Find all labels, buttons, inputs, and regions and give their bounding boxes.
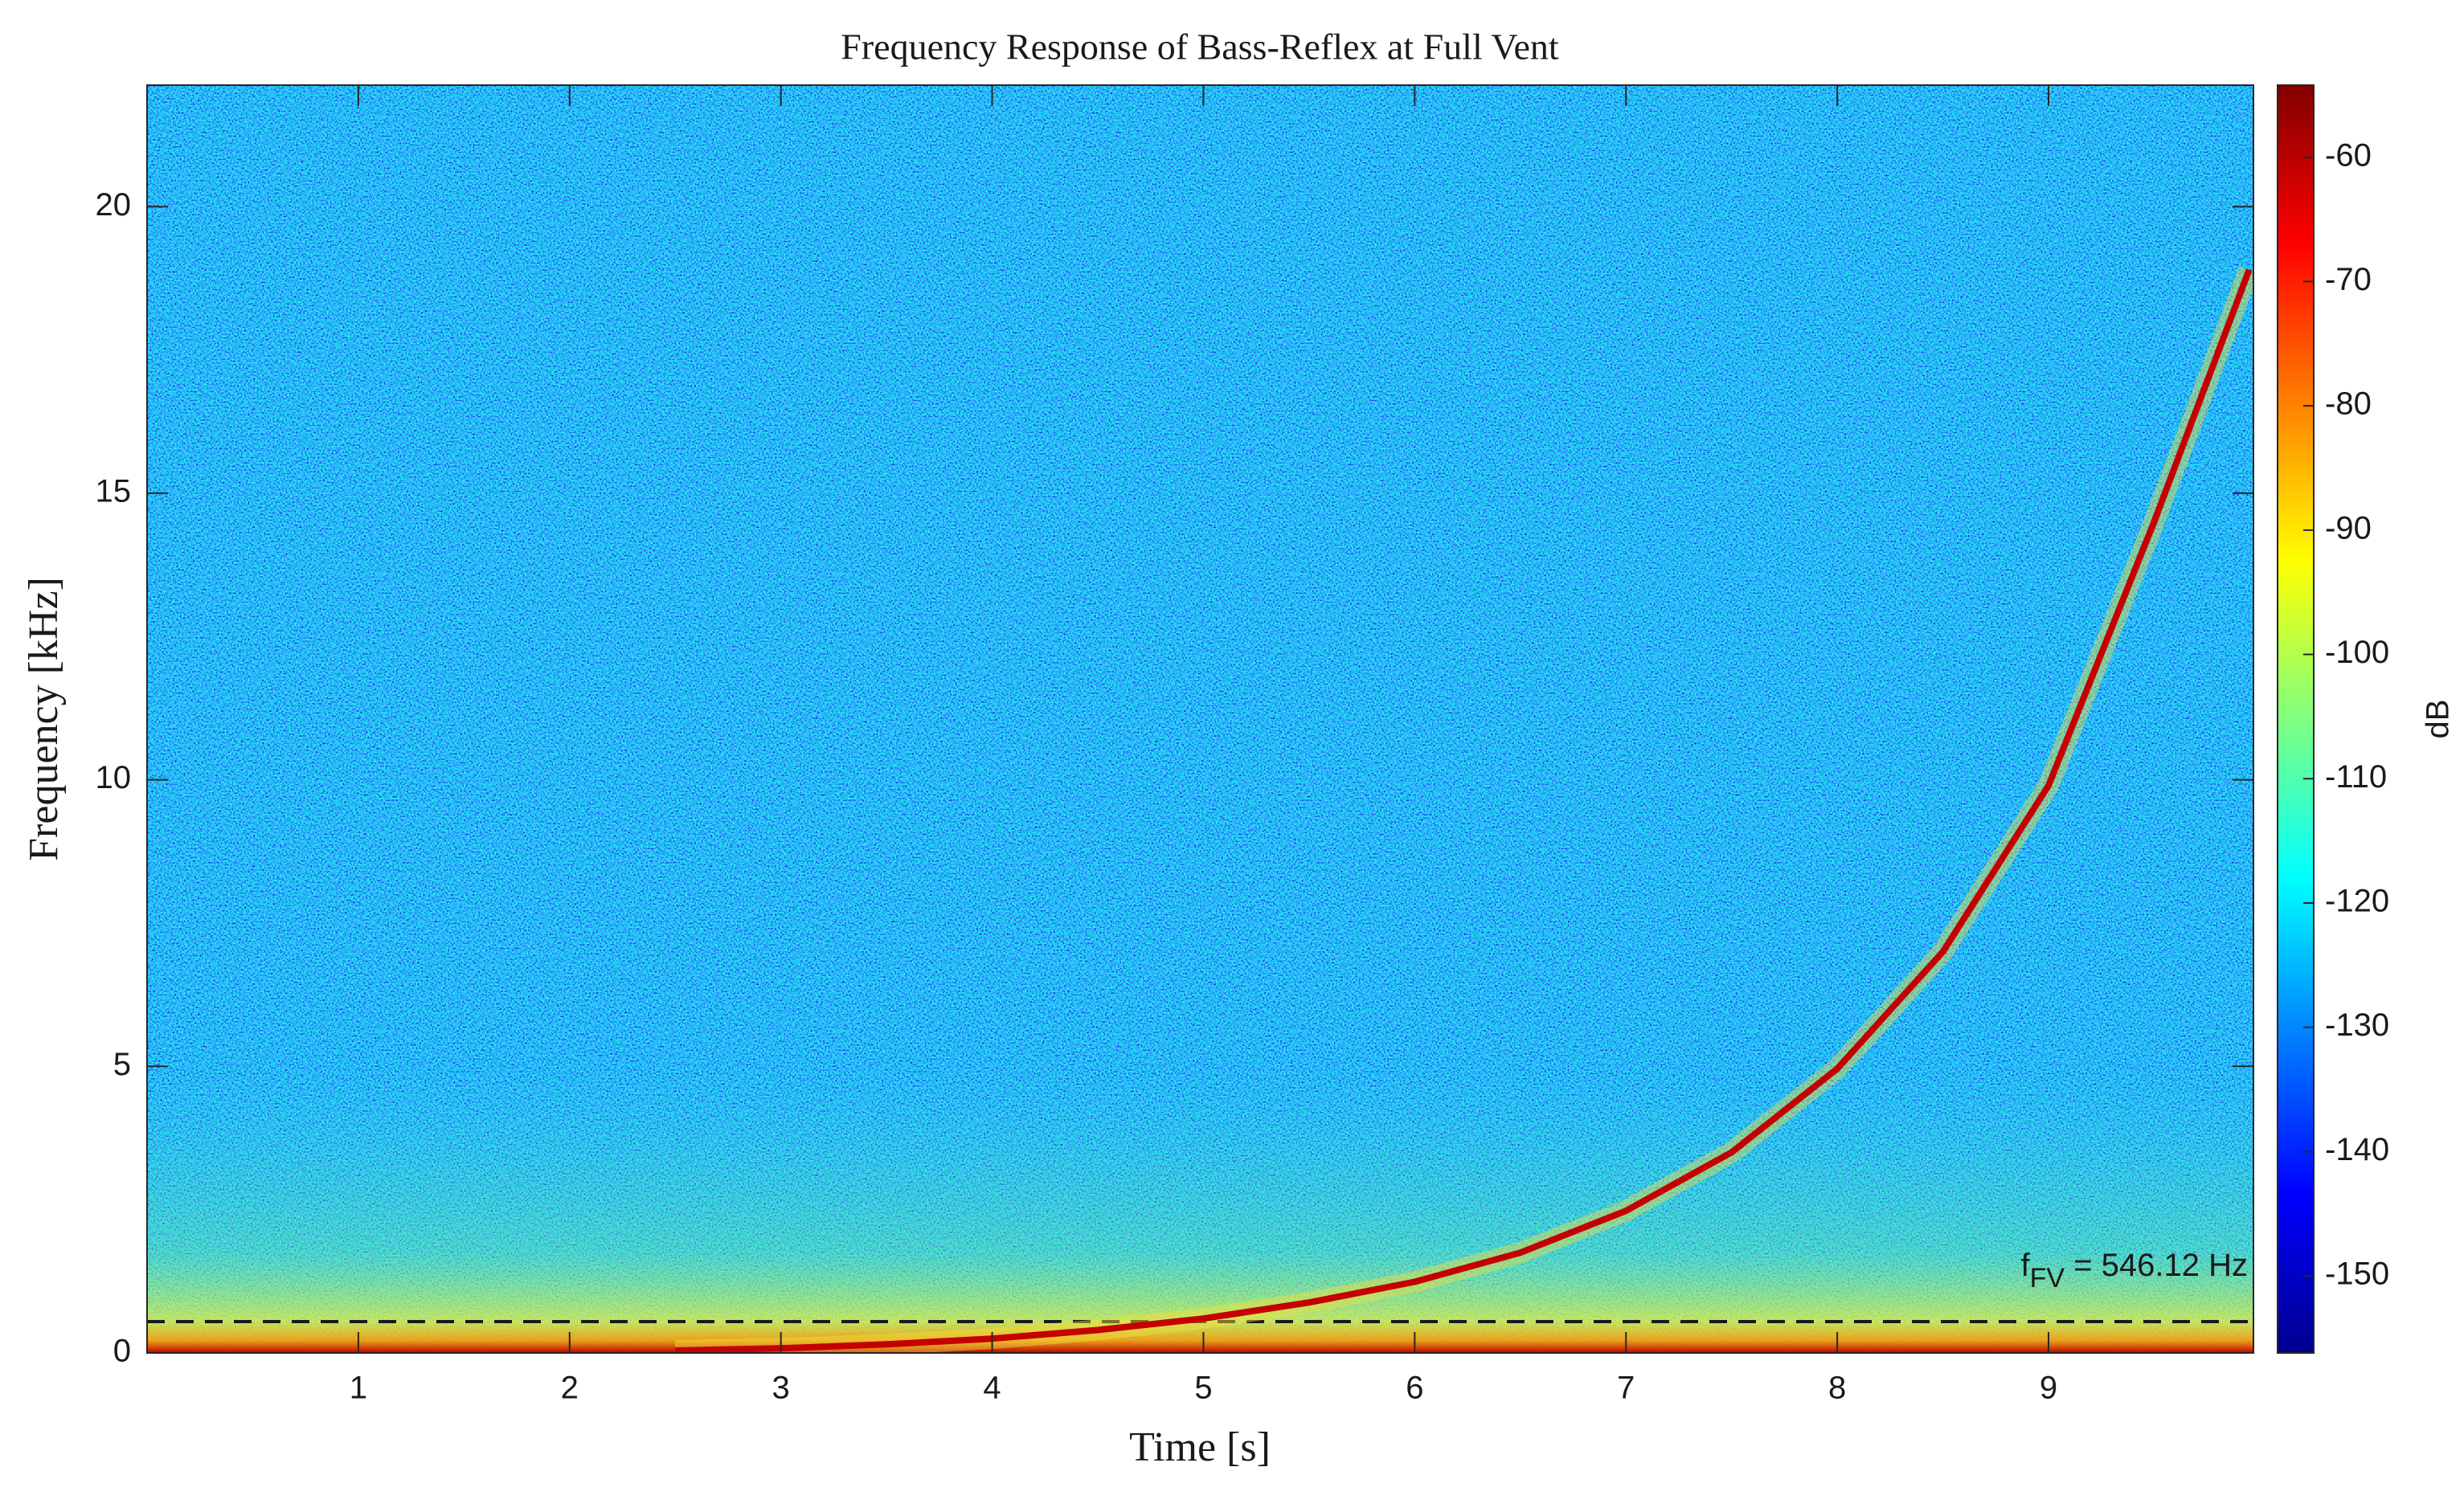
- colorbar-tick-label: -150: [2325, 1257, 2389, 1292]
- x-tick-label: 4: [983, 1371, 1001, 1406]
- colorbar-tick-label: -130: [2325, 1007, 2389, 1043]
- chart-title: Frequency Response of Bass-Reflex at Ful…: [841, 27, 1559, 67]
- spectrogram-background: [147, 85, 2253, 1353]
- colorbar-tick-label: -80: [2325, 386, 2372, 422]
- colorbar-tick-label: -110: [2325, 759, 2387, 795]
- colorbar: [2277, 84, 2315, 1354]
- colorbar-tick-label: -140: [2325, 1132, 2389, 1167]
- x-tick-label: 8: [1828, 1371, 1846, 1406]
- colorbar-tick-label: -120: [2325, 884, 2389, 919]
- colorbar-tick-label: -100: [2325, 635, 2389, 670]
- x-tick-label: 2: [561, 1371, 579, 1406]
- plot-frame: [146, 84, 2254, 1354]
- x-tick-label: 3: [772, 1371, 790, 1406]
- y-tick-label: 10: [96, 760, 132, 795]
- reference-label-sub: FV: [2030, 1263, 2065, 1293]
- x-tick-label: 5: [1194, 1371, 1212, 1406]
- x-tick-label: 6: [1406, 1371, 1423, 1406]
- y-tick-label: 20: [96, 187, 132, 223]
- y-tick-label: 0: [113, 1334, 131, 1369]
- reference-label: fFV = 546.12 Hz: [2020, 1248, 2248, 1293]
- plot-layer: [147, 266, 2253, 1353]
- reference-label-main: f: [2020, 1248, 2030, 1283]
- x-tick-label: 7: [1617, 1371, 1635, 1406]
- x-tick-label: 9: [2040, 1371, 2057, 1406]
- y-axis-label: Frequency [kHz]: [21, 577, 67, 861]
- reference-label-rest: = 546.12 Hz: [2065, 1248, 2248, 1283]
- ridge-line: [675, 268, 2253, 1353]
- y-tick-label: 5: [113, 1047, 131, 1082]
- x-tick-label: 1: [350, 1371, 367, 1406]
- colorbar-tick-label: -70: [2325, 262, 2372, 297]
- colorbar-label: dB: [2421, 700, 2456, 739]
- colorbar-tick-label: -90: [2325, 510, 2372, 546]
- y-tick-label: 15: [96, 473, 132, 509]
- colorbar-tick-label: -60: [2325, 137, 2372, 173]
- x-axis-label: Time [s]: [1129, 1424, 1271, 1470]
